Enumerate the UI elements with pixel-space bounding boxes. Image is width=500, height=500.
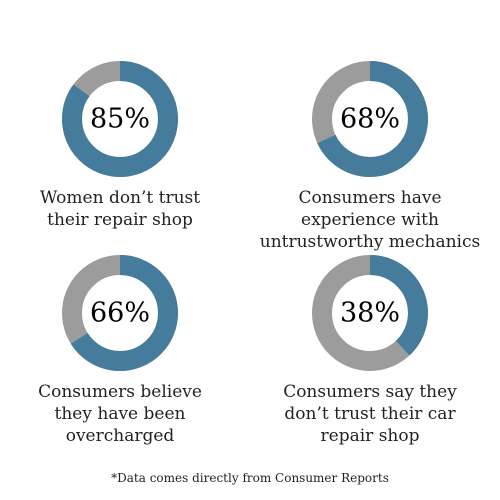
percent-label: 38% [340,298,400,329]
donut-value-arc [312,255,428,371]
stat-caption: Consumers believe they have been overcha… [0,381,240,447]
caption-line: they have been [54,404,186,424]
stat-women-dont-trust-shop: 85% Women don’t trust their repair shop [0,59,240,231]
caption-line: untrustworthy mechanics [259,232,481,252]
percent-label: 68% [340,104,400,135]
donut-chart: 68% [312,61,428,177]
caption-line: Consumers have [298,188,442,208]
caption-line: their repair shop [47,210,193,230]
caption-line: experience with [301,210,439,230]
donut-chart: 85% [62,61,178,177]
stat-untrustworthy-mechanics: 68% Consumers have experience with untru… [250,59,490,253]
caption-line: don’t trust their car [284,404,456,424]
donut-chart: 38% [312,255,428,371]
caption-line: Consumers say they [283,382,457,402]
caption-line: Consumers believe [38,382,202,402]
caption-line: repair shop [320,426,420,446]
donut-chart: 66% [62,255,178,371]
donut-value-arc [62,61,178,177]
percent-label: 85% [90,104,150,135]
source-footnote: *Data comes directly from Consumer Repor… [111,471,389,485]
stat-caption: Consumers say they don’t trust their car… [250,381,490,447]
caption-line: Women don’t trust [39,188,201,208]
donut-value-arc [312,61,428,177]
percent-label: 66% [90,298,150,329]
stat-caption: Consumers have experience with untrustwo… [250,187,490,253]
stat-overcharged: 66% Consumers believe they have been ove… [0,253,240,447]
caption-line: overcharged [65,426,175,446]
donut-value-arc [62,255,178,371]
stat-dont-trust-car-repair-shop: 38% Consumers say they don’t trust their… [250,253,490,447]
stat-caption: Women don’t trust their repair shop [0,187,240,231]
